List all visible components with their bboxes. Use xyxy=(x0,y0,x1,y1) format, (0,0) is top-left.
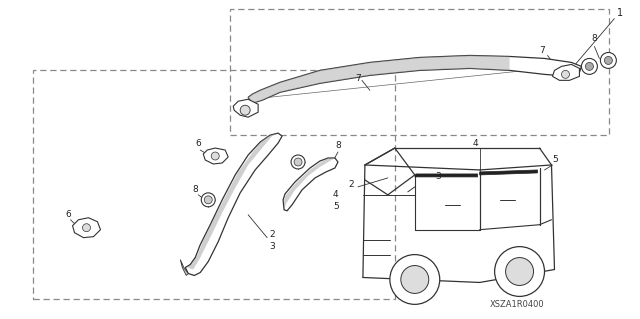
Circle shape xyxy=(291,155,305,169)
Circle shape xyxy=(240,105,250,115)
Circle shape xyxy=(211,152,220,160)
Circle shape xyxy=(581,58,597,74)
Polygon shape xyxy=(188,133,278,270)
Circle shape xyxy=(401,265,429,293)
Circle shape xyxy=(561,70,570,78)
Circle shape xyxy=(495,247,545,296)
Text: XSZA1R0400: XSZA1R0400 xyxy=(490,300,544,309)
Text: 6: 6 xyxy=(65,210,71,219)
Circle shape xyxy=(600,52,616,68)
Polygon shape xyxy=(284,158,335,210)
Circle shape xyxy=(506,257,534,286)
Polygon shape xyxy=(552,64,579,80)
Text: 2: 2 xyxy=(269,230,275,239)
Polygon shape xyxy=(415,174,477,177)
Polygon shape xyxy=(479,170,538,175)
Text: 8: 8 xyxy=(335,141,340,150)
Circle shape xyxy=(204,196,212,204)
Circle shape xyxy=(390,255,440,304)
Text: 7: 7 xyxy=(540,46,545,55)
Circle shape xyxy=(83,224,90,232)
Polygon shape xyxy=(204,148,228,164)
Polygon shape xyxy=(186,133,282,276)
Text: 2: 2 xyxy=(348,180,353,189)
Polygon shape xyxy=(248,56,509,103)
Circle shape xyxy=(604,56,612,64)
Circle shape xyxy=(294,158,302,166)
Text: 7: 7 xyxy=(355,74,361,83)
Text: 4: 4 xyxy=(473,138,478,148)
Text: 1: 1 xyxy=(618,8,623,18)
Text: 3: 3 xyxy=(269,242,275,251)
Text: 8: 8 xyxy=(591,34,597,43)
Text: 8: 8 xyxy=(192,185,198,194)
Circle shape xyxy=(586,63,593,70)
Polygon shape xyxy=(233,99,258,117)
Circle shape xyxy=(201,193,215,207)
Polygon shape xyxy=(72,218,100,238)
Text: 3: 3 xyxy=(436,173,442,182)
Text: 6: 6 xyxy=(195,138,201,148)
Text: 5: 5 xyxy=(552,155,558,165)
Text: 4: 4 xyxy=(333,190,339,199)
Polygon shape xyxy=(180,260,188,276)
Text: 5: 5 xyxy=(333,202,339,211)
Polygon shape xyxy=(283,158,338,211)
Polygon shape xyxy=(248,56,581,103)
